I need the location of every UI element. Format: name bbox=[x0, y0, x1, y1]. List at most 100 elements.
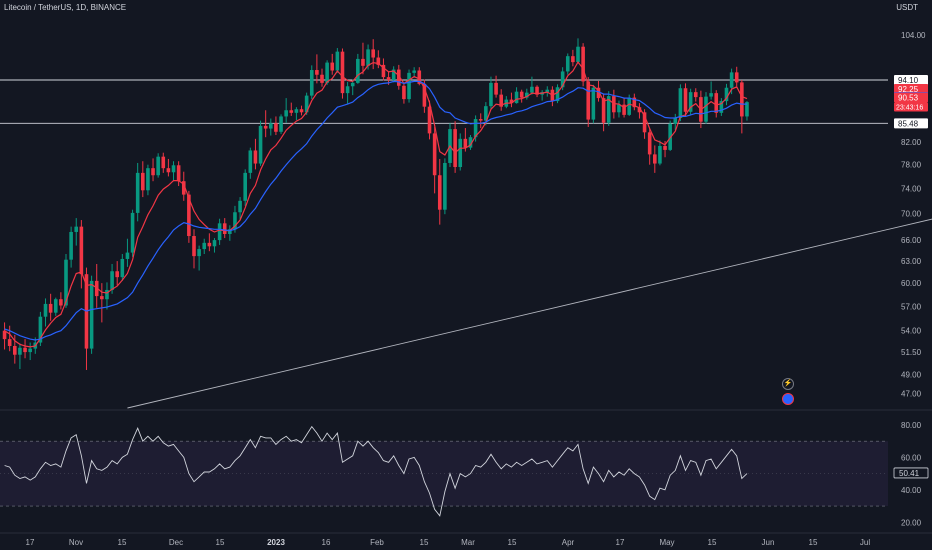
candle-body bbox=[622, 104, 626, 115]
candle-body bbox=[729, 72, 734, 88]
candle-body bbox=[443, 162, 447, 210]
lightning-icon[interactable]: ⚡ bbox=[782, 378, 794, 390]
time-axis-label: 15 bbox=[809, 538, 818, 547]
candle-body bbox=[74, 226, 79, 232]
candle-body bbox=[371, 49, 375, 58]
candle-body bbox=[724, 87, 729, 102]
candle-body bbox=[606, 96, 611, 123]
price-tick-label: 47.00 bbox=[901, 389, 922, 398]
candle-body bbox=[258, 125, 263, 164]
price-tick-label: 74.00 bbox=[901, 184, 922, 193]
candle-body bbox=[627, 97, 631, 115]
candle-body bbox=[263, 125, 268, 129]
candle-body bbox=[28, 348, 32, 353]
candle-body bbox=[350, 82, 355, 87]
candle-body bbox=[325, 62, 329, 83]
candle-body bbox=[658, 145, 662, 164]
time-axis-label: 17 bbox=[26, 538, 35, 547]
candle-body bbox=[197, 249, 201, 257]
candle-body bbox=[407, 72, 411, 100]
candle-body bbox=[187, 194, 191, 237]
price-label-text: 85.48 bbox=[898, 119, 919, 128]
candle-body bbox=[181, 181, 186, 195]
candle-body bbox=[105, 289, 109, 300]
symbol-title[interactable]: Litecoin / TetherUS, 1D, BINANCE bbox=[4, 3, 127, 12]
candle-body bbox=[13, 345, 17, 355]
candle-body bbox=[688, 92, 693, 112]
candle-body bbox=[402, 85, 406, 100]
price-tick-label: 63.00 bbox=[901, 257, 922, 266]
candle-body bbox=[571, 56, 575, 63]
candle-body bbox=[202, 242, 207, 250]
candle-body bbox=[693, 92, 698, 98]
currency-label: USDT bbox=[896, 3, 918, 12]
price-label-badge bbox=[894, 83, 928, 94]
flag-event-icon[interactable] bbox=[782, 393, 794, 405]
candle-body bbox=[284, 110, 288, 117]
moving-average-line bbox=[4, 61, 748, 348]
rsi-value-badge bbox=[893, 467, 929, 479]
candle-body bbox=[422, 83, 427, 107]
time-axis-label: Dec bbox=[169, 538, 183, 547]
time-axis-label: 16 bbox=[322, 538, 331, 547]
candle-body bbox=[356, 58, 360, 83]
price-label-text: 92.25 bbox=[898, 85, 919, 94]
rsi-tick-label: 40.00 bbox=[901, 486, 922, 495]
candle-body bbox=[376, 57, 381, 65]
candle-body bbox=[647, 132, 652, 155]
time-axis-label: 17 bbox=[616, 538, 625, 547]
countdown-label: 23:43:16 bbox=[896, 104, 923, 111]
candle-body bbox=[530, 86, 534, 93]
candle-body bbox=[642, 112, 647, 133]
candle-body bbox=[23, 347, 27, 353]
candle-body bbox=[386, 77, 391, 80]
price-label-badge bbox=[894, 118, 928, 129]
rsi-tick-label: 20.00 bbox=[901, 518, 922, 527]
candle-body bbox=[335, 51, 340, 71]
candle-body bbox=[207, 242, 212, 247]
candle-body bbox=[427, 106, 432, 134]
candle-body bbox=[156, 156, 160, 176]
candle-body bbox=[161, 156, 166, 169]
candle-body bbox=[734, 72, 739, 83]
price-tick-label: 54.00 bbox=[901, 327, 922, 336]
candle-body bbox=[704, 96, 708, 122]
candle-body bbox=[663, 145, 667, 150]
candle-body bbox=[653, 154, 657, 164]
time-axis-label: 15 bbox=[118, 538, 127, 547]
candle-body bbox=[269, 123, 273, 129]
candle-body bbox=[345, 86, 350, 94]
candle-body bbox=[494, 82, 498, 95]
candle-body bbox=[545, 89, 550, 93]
candle-body bbox=[79, 226, 84, 275]
time-axis-label: Mar bbox=[461, 538, 475, 547]
candle-body bbox=[64, 259, 68, 306]
candle-body bbox=[279, 116, 283, 132]
candle-body bbox=[499, 94, 503, 107]
candle-body bbox=[366, 49, 370, 66]
candle-body bbox=[125, 252, 130, 259]
price-label-badge bbox=[894, 74, 928, 85]
candle-body bbox=[397, 69, 401, 86]
candle-body bbox=[294, 109, 299, 113]
candle-body bbox=[146, 168, 150, 191]
candle-body bbox=[637, 107, 642, 113]
candle-body bbox=[432, 133, 437, 176]
candle-body bbox=[740, 82, 744, 117]
candle-body bbox=[719, 101, 724, 113]
candle-body bbox=[253, 150, 258, 164]
countdown-badge bbox=[894, 102, 928, 112]
candle-body bbox=[48, 303, 53, 313]
candle-body bbox=[586, 81, 591, 120]
time-axis-label: Apr bbox=[562, 538, 575, 547]
candle-body bbox=[217, 223, 222, 241]
candle-body bbox=[714, 93, 719, 113]
candle-body bbox=[478, 119, 483, 121]
time-axis-label: 15 bbox=[508, 538, 517, 547]
candle-body bbox=[2, 330, 7, 340]
candle-body bbox=[489, 82, 493, 107]
time-axis-label: 15 bbox=[216, 538, 225, 547]
candle-body bbox=[591, 87, 596, 120]
candle-body bbox=[473, 119, 478, 138]
